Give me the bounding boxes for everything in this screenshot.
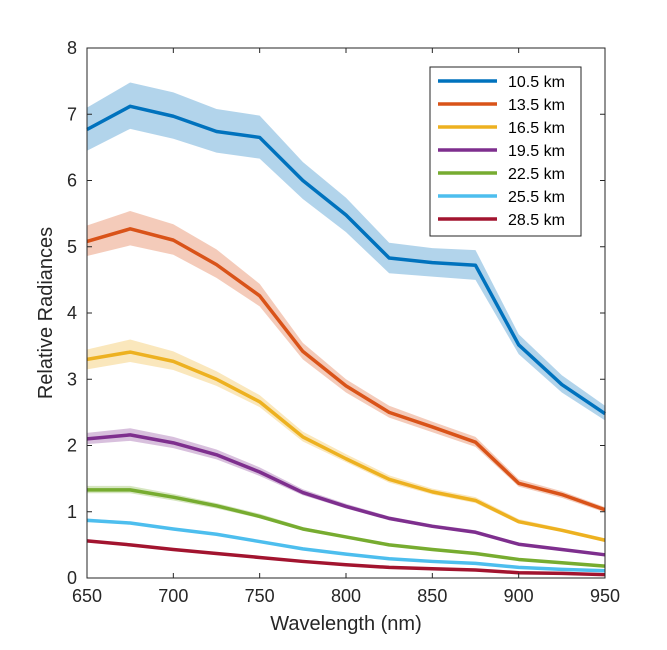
series-line-13-5-km [86, 227, 606, 512]
legend-label: 25.5 km [508, 189, 565, 206]
x-axis-title: Wavelength (nm) [270, 613, 422, 635]
x-tick-label: 750 [245, 586, 275, 606]
band-19-5-km [87, 428, 605, 557]
y-tick-label: 0 [67, 568, 77, 588]
y-tick-label: 8 [67, 38, 77, 58]
axis-ticks: 650 700 750 800 850 900 950 0 1 2 3 4 5 6 7 8 [67, 38, 620, 606]
y-axis-title: Relative Radiances [35, 227, 57, 399]
legend-label: 22.5 km [508, 166, 565, 183]
legend: 10.5 km 13.5 km 16.5 km 19.5 km 22.5 km 25.5 … [429, 66, 582, 237]
series-lines [86, 104, 606, 577]
x-tick-label: 900 [504, 586, 534, 606]
x-tick-label: 700 [158, 586, 188, 606]
x-tick-label: 950 [590, 586, 620, 606]
x-tick-label: 800 [331, 586, 361, 606]
band-10-5-km [87, 82, 605, 421]
x-tick-label: 650 [72, 586, 102, 606]
band-13-5-km [87, 210, 605, 513]
band-16-5-km [87, 339, 605, 542]
y-tick-label: 4 [67, 303, 77, 323]
y-tick-label: 2 [67, 436, 77, 456]
legend-label: 19.5 km [508, 143, 565, 160]
y-tick-label: 7 [67, 104, 77, 124]
legend-label: 10.5 km [508, 74, 565, 91]
x-tick-label: 850 [417, 586, 447, 606]
y-tick-label: 5 [67, 237, 77, 257]
y-tick-label: 1 [67, 502, 77, 522]
y-tick-label: 3 [67, 369, 77, 389]
legend-label: 16.5 km [508, 120, 565, 137]
legend-label: 28.5 km [508, 212, 565, 229]
y-tick-label: 6 [67, 171, 77, 191]
legend-label: 13.5 km [508, 97, 565, 114]
